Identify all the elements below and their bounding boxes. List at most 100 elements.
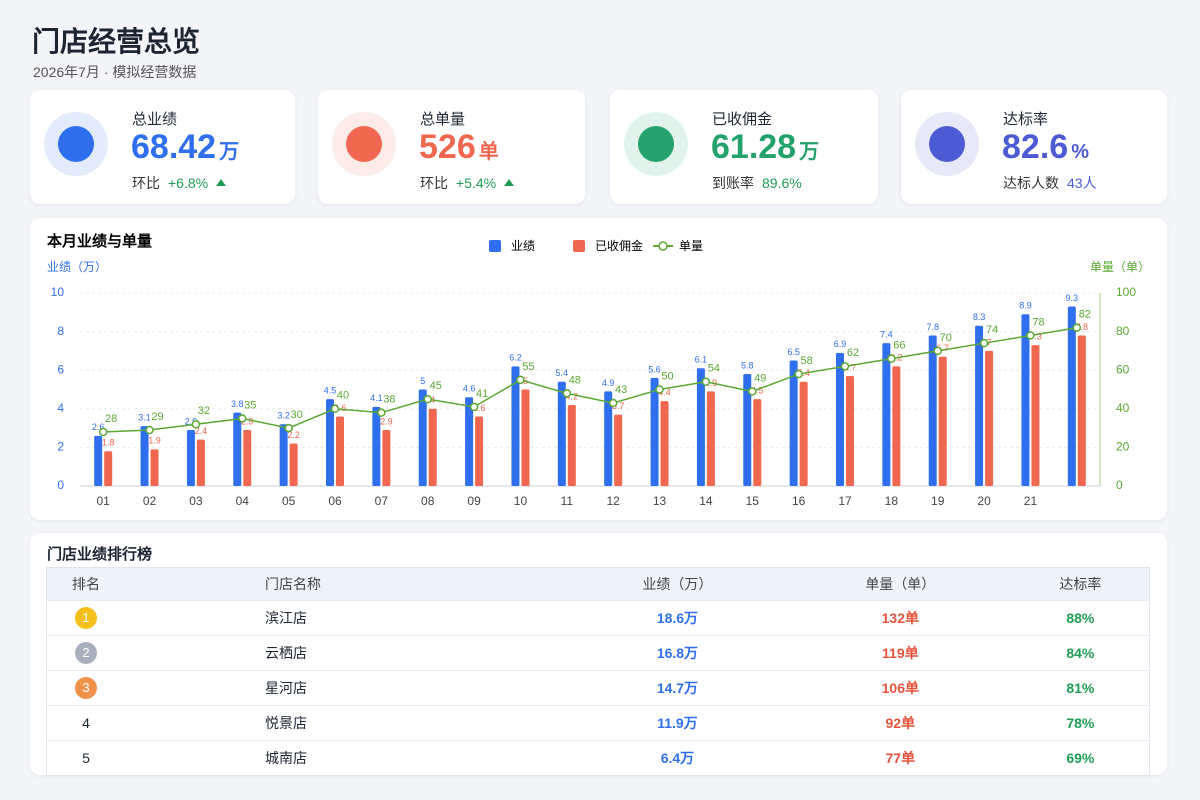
line — [103, 327, 1077, 433]
kpi-icon-core — [638, 126, 674, 162]
bar — [928, 335, 937, 486]
table-cell: 84% — [1011, 635, 1150, 671]
bar-value-label: 4.1 — [370, 393, 383, 403]
table-cell: 78% — [1011, 705, 1150, 741]
bar-value-label: 2.9 — [380, 416, 393, 426]
table-cell: 悦景店 — [125, 705, 566, 741]
line-point — [562, 389, 572, 398]
y-tick-label: 10 — [51, 285, 65, 299]
x-tick-label: 20 — [977, 494, 991, 508]
bar-value-label: 2.9 — [241, 416, 254, 426]
kpi-number: 68.42 — [131, 128, 217, 166]
line-point — [191, 419, 201, 429]
ranking-table: 排名 门店名称 业绩（万） 单量（单） 达标率 1 滨江店 18.6万 132单 88% 2 云栖店 1… — [46, 567, 1150, 776]
bar — [706, 391, 715, 486]
legend-swatch — [573, 240, 585, 252]
legend-label: 已收佣金 — [595, 238, 643, 253]
bar-value-label: 7.8 — [1076, 322, 1089, 332]
bar-value-label: 6.5 — [787, 347, 800, 357]
bar — [743, 374, 752, 486]
line-point — [794, 369, 803, 379]
line-point — [933, 346, 942, 356]
line-value-label: 45 — [430, 380, 442, 392]
kpi-number: 82.6 — [1002, 128, 1069, 166]
bar-value-label: 4.5 — [751, 386, 764, 396]
bar — [882, 343, 891, 486]
bar-value-label: 3.7 — [612, 401, 625, 411]
bar — [104, 451, 113, 486]
kpi-card: 达标率 82.6% 达标人数 43人 — [901, 90, 1167, 204]
kpi-note-label: 环比 — [132, 175, 160, 191]
trend-arrow — [504, 179, 515, 186]
table-title: 门店业绩排行榜 — [47, 546, 153, 563]
table-cell: 14.7万 — [566, 670, 789, 706]
kpi-note-value: 43人 — [1067, 175, 1097, 191]
rank-badge: 4 — [82, 715, 90, 731]
line-value-label: 62 — [847, 347, 859, 359]
kpi-icon-core — [929, 126, 965, 162]
kpi-note-label: 达标人数 — [1003, 175, 1059, 191]
bar — [521, 389, 530, 486]
kpi-icon — [44, 112, 108, 176]
table-cell: 16.8万 — [566, 635, 789, 671]
line-point — [284, 423, 293, 433]
kpi-card: 总单量 526 单环比 +5.4% — [318, 90, 585, 204]
kpi-unit: 万 — [799, 141, 820, 163]
bar — [938, 356, 947, 486]
line-value-label: 74 — [986, 324, 998, 336]
bar-value-label: 9.3 — [1066, 293, 1079, 303]
line-point — [377, 408, 386, 417]
line-value-label: 32 — [198, 405, 210, 417]
bar-value-label: 1.8 — [102, 438, 115, 448]
bar — [696, 368, 705, 486]
line-value-label: 66 — [893, 340, 905, 352]
table-cell: 81% — [1011, 670, 1150, 706]
bar — [279, 424, 288, 486]
x-tick-label: 14 — [699, 494, 713, 508]
bar — [140, 426, 149, 486]
table-row: 5 城南店 6.4万 77单 69% — [46, 740, 1150, 776]
y-tick-label: 4 — [57, 401, 64, 415]
bar — [799, 381, 808, 486]
line-point — [1072, 323, 1082, 332]
bar — [196, 439, 205, 486]
line-value-label: 58 — [801, 355, 813, 367]
bar — [326, 399, 334, 486]
bar — [660, 401, 669, 486]
kpi-note-label: 到账率 — [712, 175, 754, 191]
bar-value-label: 6.2 — [509, 353, 522, 363]
bar-value-label: 2.4 — [195, 426, 208, 436]
x-tick-label: 03 — [189, 494, 203, 508]
table-cell: 119单 — [788, 635, 1012, 671]
kpi-note-label: 环比 — [420, 175, 448, 191]
bar-value-label: 2.9 — [185, 416, 198, 426]
bar-value-label: 7.3 — [1029, 331, 1042, 341]
table-card: 门店业绩排行榜 排名 门店名称 业绩（万） 单量（单） 达标率 1 滨江店 18.6万 132单… — [30, 533, 1167, 776]
y2-axis-label: 单量（单） — [1090, 260, 1150, 274]
line-point — [98, 427, 108, 437]
bar-value-label: 8.9 — [1019, 301, 1032, 311]
y-tick-label: 2 — [57, 440, 64, 454]
legend-swatch-dot — [658, 241, 668, 251]
chart-card: 本月业绩与单量 业绩（万） 单量（单） 0 2 4 6 8 10 0 20 40 60 80 100 业绩 已收… — [30, 218, 1167, 520]
kpi-note-value: +5.4% — [456, 175, 497, 191]
legend-swatch — [489, 240, 501, 252]
table-cell: 11.9万 — [566, 705, 789, 741]
table-cell: 星河店 — [125, 670, 566, 706]
x-tick-label: 05 — [282, 494, 296, 508]
line-value-label: 82 — [1079, 309, 1091, 321]
bar-value-label: 7.4 — [880, 330, 893, 340]
kpi-label: 总单量 — [420, 111, 466, 128]
bar-value-label: 4.9 — [602, 378, 615, 388]
line-point — [887, 354, 896, 363]
kpi-note-value: 89.6% — [762, 175, 802, 191]
bar-value-label: 8.3 — [973, 312, 986, 322]
y2-tick-label: 60 — [1116, 362, 1130, 376]
page-subtitle: 2026年7月 · 模拟经营数据 — [33, 64, 197, 80]
kpi-icon-core — [346, 126, 382, 162]
page-title: 门店经营总览 — [32, 26, 201, 57]
table-header-cell: 单量（单） — [788, 567, 1012, 601]
line-value-label: 29 — [151, 411, 163, 423]
table-cell: 18.6万 — [566, 600, 789, 636]
bar — [846, 375, 854, 486]
